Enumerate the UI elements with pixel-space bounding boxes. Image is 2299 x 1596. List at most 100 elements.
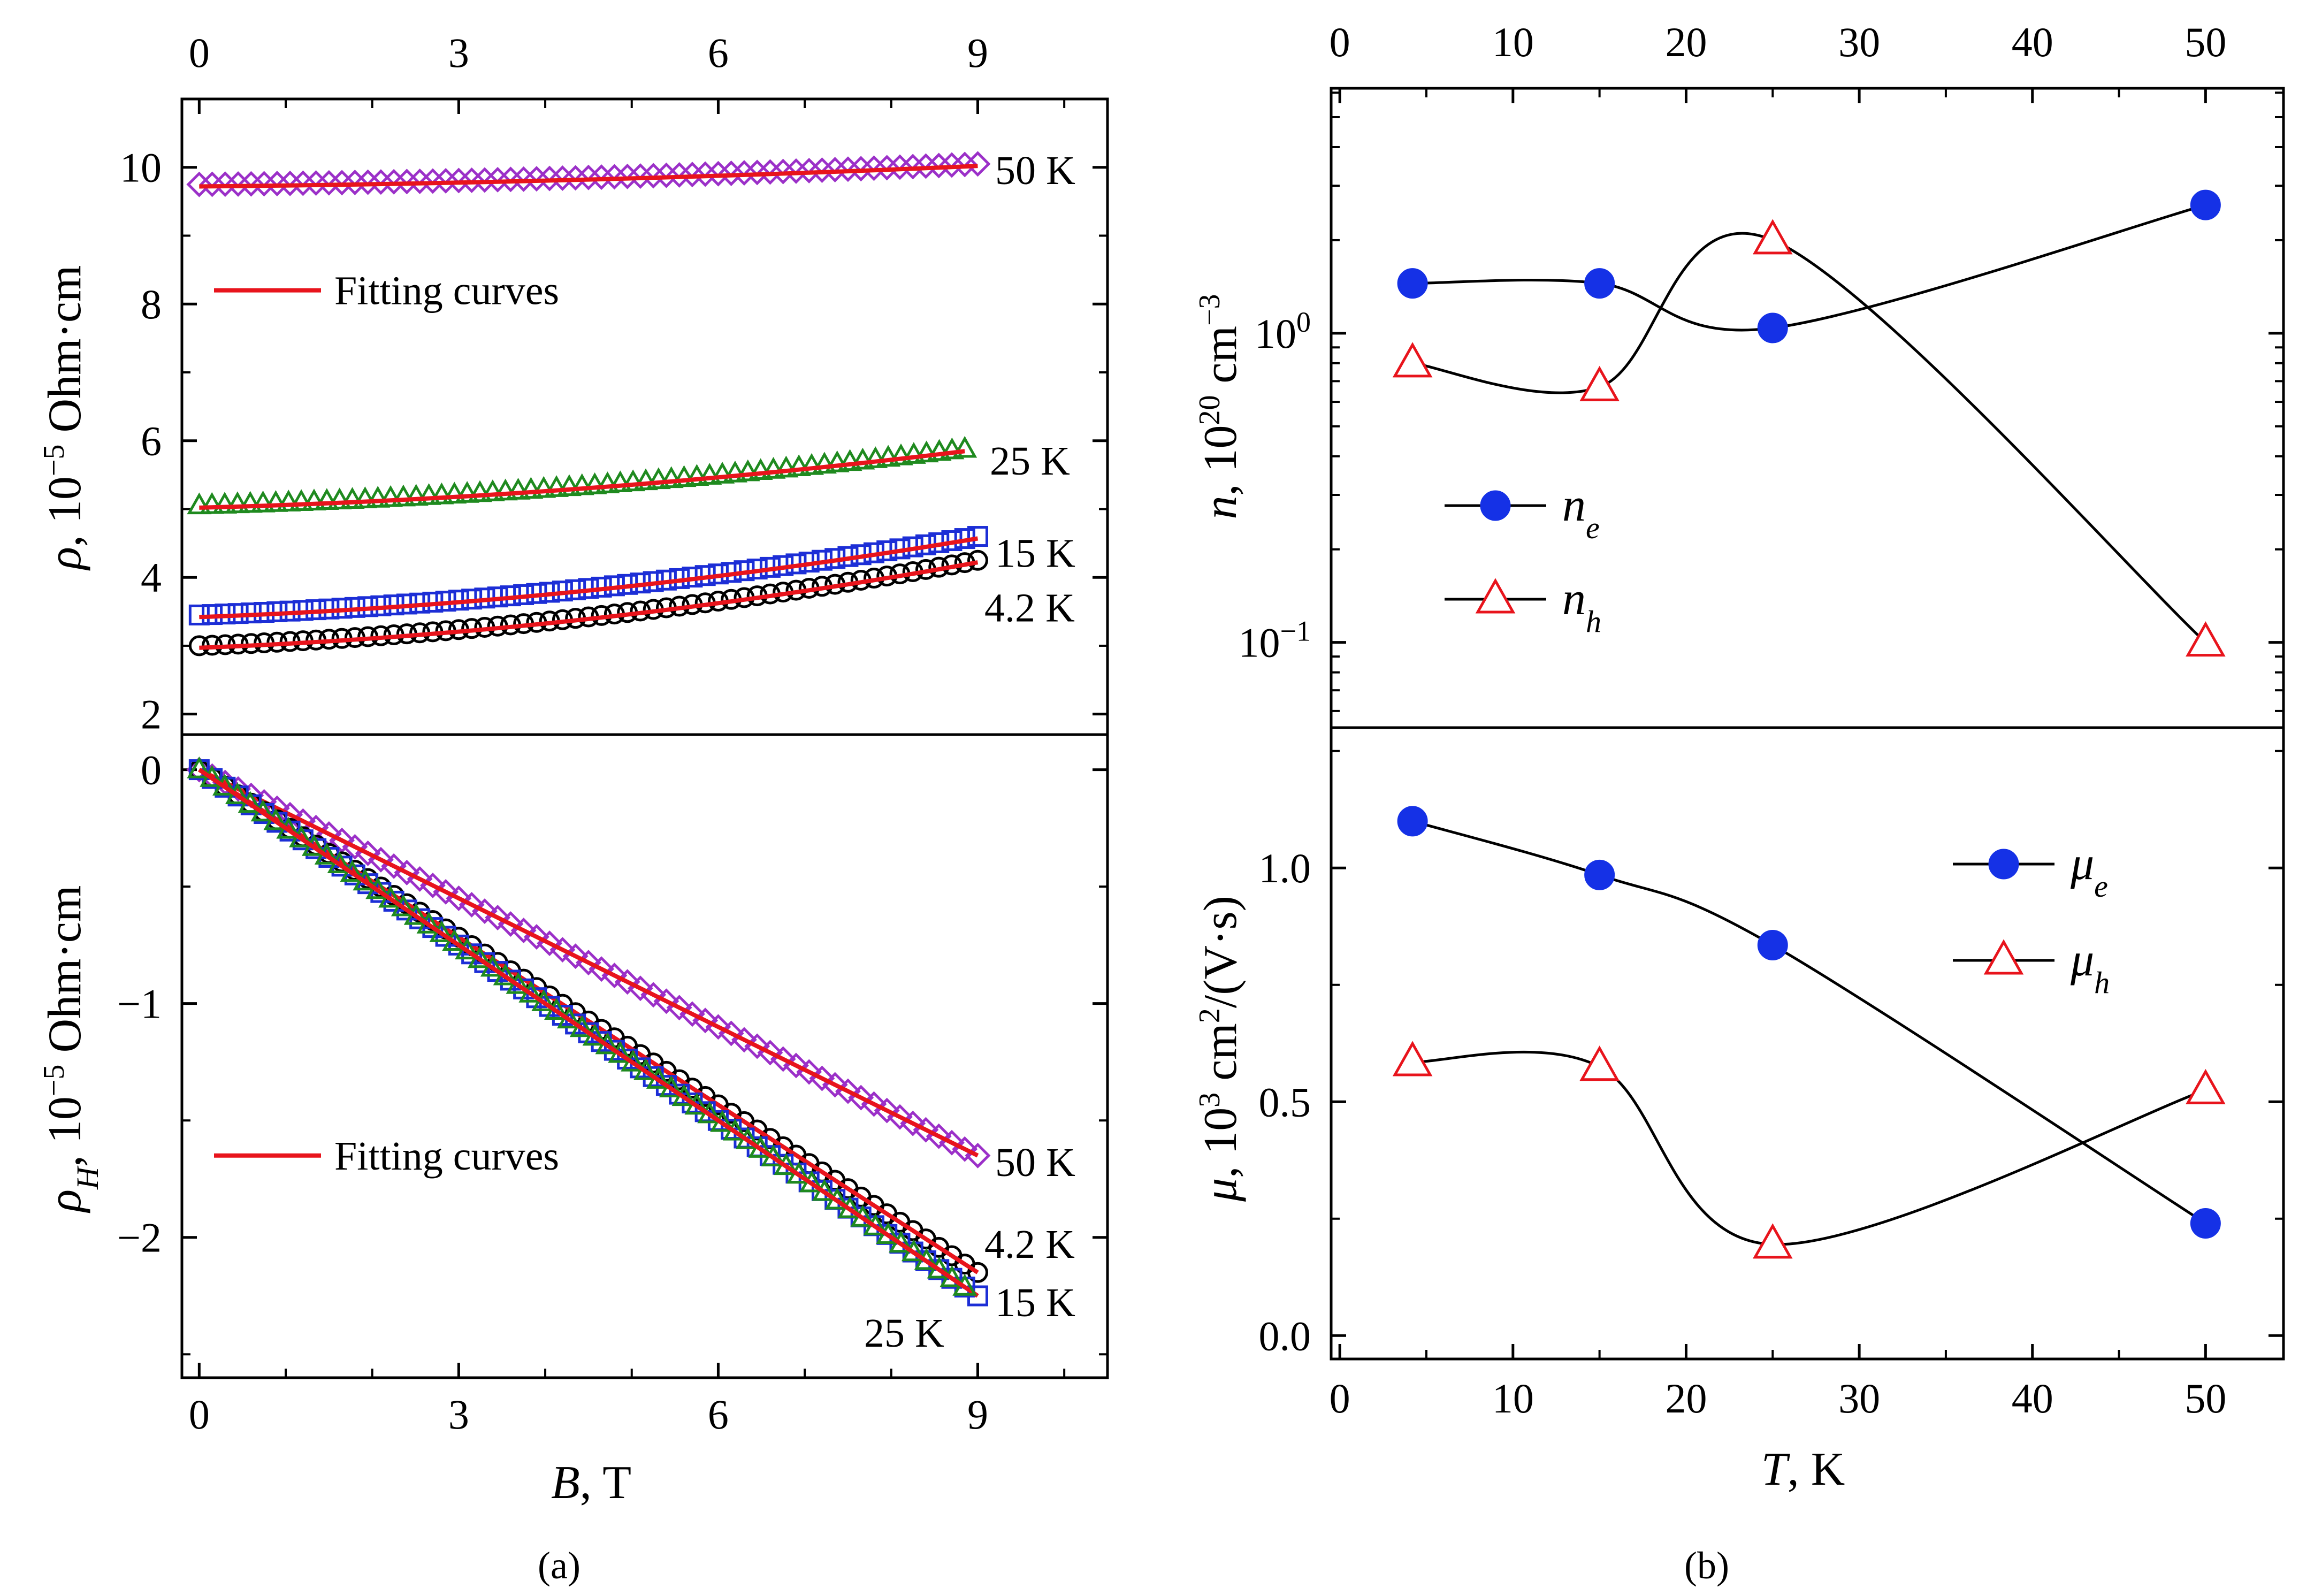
a-top-point <box>809 157 835 183</box>
a-top-point <box>735 459 760 482</box>
a-top-point <box>442 482 467 504</box>
a-top-point <box>327 487 352 510</box>
b-top-ytick-label: 10−1 <box>1239 615 1311 666</box>
b-top-point <box>2186 621 2226 657</box>
a-top-point <box>679 162 705 188</box>
a-top-point <box>187 492 212 515</box>
a-bottom-ylabel: ρH, 10−5 Ohm·cm <box>37 885 105 1214</box>
b-bottom-point <box>1392 1041 1433 1076</box>
a-top-series-label: 25 K <box>990 439 1070 484</box>
a-top-point <box>429 482 454 505</box>
plot-frame-b <box>1330 87 2285 1361</box>
b-top-series-h: nh <box>1392 219 2226 657</box>
caption-b: (b) <box>1684 1544 1729 1587</box>
a-top-point <box>889 443 913 465</box>
a-top-point <box>824 450 850 472</box>
a-top-point <box>250 490 276 513</box>
b-bottom-legend-label: μe <box>2070 838 2108 904</box>
b-bottom-xtick-label: 30 <box>1838 1375 1880 1422</box>
a-top-series-42K <box>188 549 988 656</box>
b-bottom-ylabel: μ, 103 cm2/(V·s) <box>1193 896 1247 1202</box>
a-top-point <box>863 446 888 468</box>
a-top-point <box>850 447 875 470</box>
a-bottom-ytick-label: 0 <box>141 747 162 793</box>
a-top-point <box>314 488 339 510</box>
a-top-point <box>774 455 799 478</box>
a-top-point <box>263 490 288 512</box>
a-top-xtick-label: 3 <box>448 29 469 76</box>
a-top-ylabel: ρ, 10−5 Ohm·cm <box>37 265 91 571</box>
a-bottom-series-25K <box>187 756 977 1296</box>
b-top-point <box>1579 365 1620 401</box>
a-top-point <box>455 480 480 503</box>
a-top-point <box>569 473 594 495</box>
a-top-point <box>633 468 659 491</box>
a-top-point <box>876 445 901 467</box>
a-top-point <box>403 484 429 506</box>
a-top-point <box>835 156 861 182</box>
b-bottom-xtick-label: 50 <box>2185 1375 2226 1422</box>
b-bottom-point <box>1752 1223 1793 1259</box>
b-top-ylabel: n, 1020 cm−3 <box>1193 294 1247 519</box>
a-top-point <box>614 163 640 189</box>
b-bottom-point <box>2186 1068 2226 1104</box>
a-top-point <box>874 155 900 181</box>
b-bottom-ytick-label: 0.0 <box>1259 1312 1311 1359</box>
a-top-point <box>589 164 615 190</box>
b-top-point <box>1752 219 1793 255</box>
a-top-point <box>666 162 692 188</box>
b-bottom-point <box>2190 1208 2221 1239</box>
a-top-point <box>238 491 263 513</box>
b-bottom-curve <box>1412 1050 2206 1246</box>
a-top-fit-curve <box>199 560 979 650</box>
a-top-point <box>786 454 812 477</box>
a-top-point <box>531 476 556 498</box>
a-top-point <box>965 151 991 177</box>
a-bottom-point <box>967 1262 988 1283</box>
a-bottom-series-label: 15 K <box>995 1280 1075 1325</box>
b-bottom-ytick-label: 1.0 <box>1259 845 1311 891</box>
b-bottom-xtick-label: 0 <box>1330 1375 1350 1422</box>
b-bottom-legend-marker <box>1983 939 2024 975</box>
a-top-point <box>837 449 862 471</box>
b-bottom-xtick-label: 10 <box>1492 1375 1534 1422</box>
b-bottom-legend-marker <box>1988 849 2019 880</box>
b-bottom-curve <box>1412 820 2206 1225</box>
a-top-point <box>952 151 978 178</box>
a-bottom-ytick-label: −2 <box>117 1215 162 1261</box>
a-top-point <box>378 485 403 507</box>
a-top-point <box>939 152 965 178</box>
caption-a: (a) <box>538 1544 581 1587</box>
a-top-point <box>468 480 492 502</box>
a-top-point <box>480 479 505 501</box>
a-bottom-series-label: 4.2 K <box>984 1222 1075 1267</box>
a-top-point <box>627 163 653 189</box>
a-top-series-label: 15 K <box>995 531 1075 576</box>
a-top-point <box>692 161 719 187</box>
b-top-curve <box>1412 232 2207 644</box>
a-top-point <box>493 478 518 501</box>
a-top-ytick-label: 4 <box>141 554 162 601</box>
a-bottom-series-label: 50 K <box>995 1140 1075 1185</box>
a-xlabel: B, T <box>551 1457 631 1509</box>
a-top-point <box>748 458 773 480</box>
b-top-point <box>2190 189 2221 220</box>
a-top-fit-curve <box>199 449 965 510</box>
a-top-point <box>416 483 441 505</box>
a-bottom-xtick-label: 0 <box>189 1391 210 1438</box>
panel-a: 0 3 6 9 2 4 6 8 10 ρ, 10−5 Ohm·cm 50 K 25 K 15 K 4.2 … <box>37 29 1109 1587</box>
a-top-point <box>301 488 326 511</box>
a-top-point <box>212 492 238 514</box>
a-top-point <box>659 466 684 488</box>
a-top-point <box>967 526 988 547</box>
b-top-legend-label: nh <box>1562 573 1601 639</box>
a-top-point <box>757 159 783 185</box>
a-top-point <box>812 452 837 474</box>
a-bottom-xtick-label: 9 <box>967 1391 988 1438</box>
b-top-legend-marker <box>1475 578 1516 614</box>
a-top-point <box>537 165 563 192</box>
a-top-point <box>225 491 250 514</box>
a-top-series-label: 4.2 K <box>984 586 1075 631</box>
a-top-ytick-label: 6 <box>141 418 162 464</box>
a-top-point <box>927 439 952 461</box>
